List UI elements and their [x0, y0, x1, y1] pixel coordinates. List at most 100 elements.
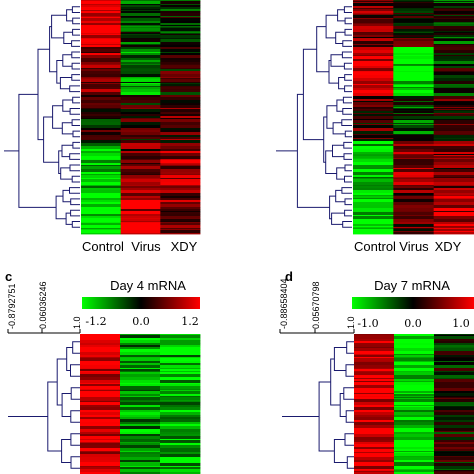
- heatmap-cell: [120, 11, 161, 14]
- heatmap-cell: [120, 165, 161, 167]
- heatmap-cell: [81, 196, 122, 199]
- heatmap-cell: [354, 417, 395, 421]
- heatmap-cell: [160, 25, 201, 27]
- heatmap-cell: [434, 335, 474, 337]
- heatmap-cell: [160, 469, 201, 473]
- dendrogram-branch: [344, 28, 352, 36]
- heatmap-cell: [81, 140, 122, 144]
- heatmap-cell: [160, 160, 201, 164]
- heatmap-cell: [394, 394, 435, 397]
- heatmap-cell: [160, 79, 201, 83]
- heatmap-cell: [353, 128, 394, 132]
- heatmap-cell: [160, 214, 201, 217]
- heatmap-cell: [394, 463, 435, 467]
- heatmap-cell: [81, 64, 122, 66]
- dendrogram-branch: [333, 347, 347, 371]
- heatmap-cell: [393, 39, 435, 42]
- heatmap-cell: [353, 114, 394, 117]
- heatmap-cell: [160, 16, 201, 18]
- heatmap-cell: [353, 37, 394, 39]
- dendrogram-branch: [318, 381, 335, 452]
- dendrogram-tick-c-2: 1.0: [72, 316, 82, 329]
- heatmap-cell: [120, 402, 161, 406]
- heatmap-cell: [393, 154, 435, 156]
- heatmap-cell: [120, 28, 161, 32]
- heatmap-cell: [433, 139, 474, 142]
- heatmap-cell: [353, 144, 394, 147]
- heatmap-cell: [353, 219, 394, 223]
- heatmap-cell: [120, 229, 161, 231]
- heatmap-cell: [160, 92, 201, 96]
- heatmap-cell: [160, 114, 201, 117]
- heatmap-cell: [353, 185, 394, 187]
- heatmap-cell: [160, 186, 201, 189]
- heatmap-cell: [353, 120, 394, 124]
- dendrogram-branch: [341, 119, 352, 126]
- heatmap-cell: [353, 23, 394, 25]
- heatmap-cell: [434, 358, 474, 362]
- heatmap-cell: [434, 432, 474, 435]
- heatmap-cell: [120, 371, 161, 373]
- heatmap-cell: [160, 31, 201, 33]
- dendrogram-branch: [346, 341, 354, 354]
- heatmap-cell: [433, 177, 474, 179]
- heatmap-cell: [433, 15, 474, 17]
- heatmap-cell: [120, 58, 161, 61]
- dendrogram-branch: [71, 221, 80, 228]
- heatmap-cell: [434, 334, 474, 336]
- dendrogram-branch: [62, 99, 73, 112]
- heatmap-cell: [434, 460, 474, 463]
- heatmap-cell: [394, 379, 435, 382]
- heatmap-cell: [393, 71, 435, 73]
- heatmap-cell: [433, 55, 474, 57]
- heatmap-cell: [433, 155, 474, 157]
- heatmap-cell: [393, 205, 435, 209]
- heatmap-cell: [394, 407, 435, 411]
- heatmap-cell: [160, 65, 201, 69]
- heatmap-cell: [354, 453, 395, 457]
- heatmap-cell: [81, 190, 122, 194]
- heatmap-cell: [81, 23, 122, 26]
- heatmap-cell: [393, 45, 435, 48]
- dendrogram-a: [4, 6, 80, 228]
- heatmap-cell: [394, 343, 435, 346]
- heatmap-cell: [120, 188, 161, 191]
- heatmap-cell: [81, 112, 122, 115]
- heatmap-cell: [120, 466, 161, 468]
- column-label-control: Control: [82, 239, 124, 254]
- heatmap-cell: [433, 39, 474, 42]
- heatmap-cell: [160, 132, 201, 136]
- heatmap-cell: [354, 449, 395, 452]
- heatmap-cell: [393, 107, 435, 109]
- heatmap-cell: [393, 93, 435, 97]
- heatmap-cell: [393, 24, 435, 27]
- dendrogram-branch: [341, 51, 352, 59]
- heatmap-cell: [353, 90, 394, 94]
- heatmap-cell: [433, 110, 474, 112]
- heatmap-cell: [81, 125, 122, 129]
- heatmap-cell: [160, 159, 201, 161]
- heatmap-cell: [120, 204, 161, 208]
- heatmap-cell: [120, 47, 161, 50]
- heatmap-cell: [81, 35, 122, 39]
- heatmap-cell: [353, 109, 394, 111]
- heatmap-cell: [393, 212, 435, 216]
- heatmap-c: [80, 334, 201, 474]
- heatmap-cell: [81, 160, 122, 164]
- heatmap-cell: [353, 61, 394, 65]
- heatmap-cell: [434, 471, 474, 473]
- heatmap-cell: [394, 432, 435, 435]
- heatmap-cell: [81, 7, 122, 10]
- heatmap-cell: [433, 120, 474, 124]
- dendrogram-branch: [71, 62, 80, 70]
- heatmap-cell: [81, 216, 122, 219]
- heatmap-cell: [120, 221, 161, 223]
- heatmap-cell: [80, 397, 121, 401]
- heatmap-cell: [120, 442, 161, 444]
- heatmap-cell: [81, 151, 122, 154]
- heatmap-cell: [160, 426, 201, 430]
- dendrogram-branch: [47, 381, 62, 452]
- heatmap-cell: [160, 345, 201, 348]
- dendrogram-branch: [345, 410, 354, 423]
- heatmap-cell: [433, 56, 474, 60]
